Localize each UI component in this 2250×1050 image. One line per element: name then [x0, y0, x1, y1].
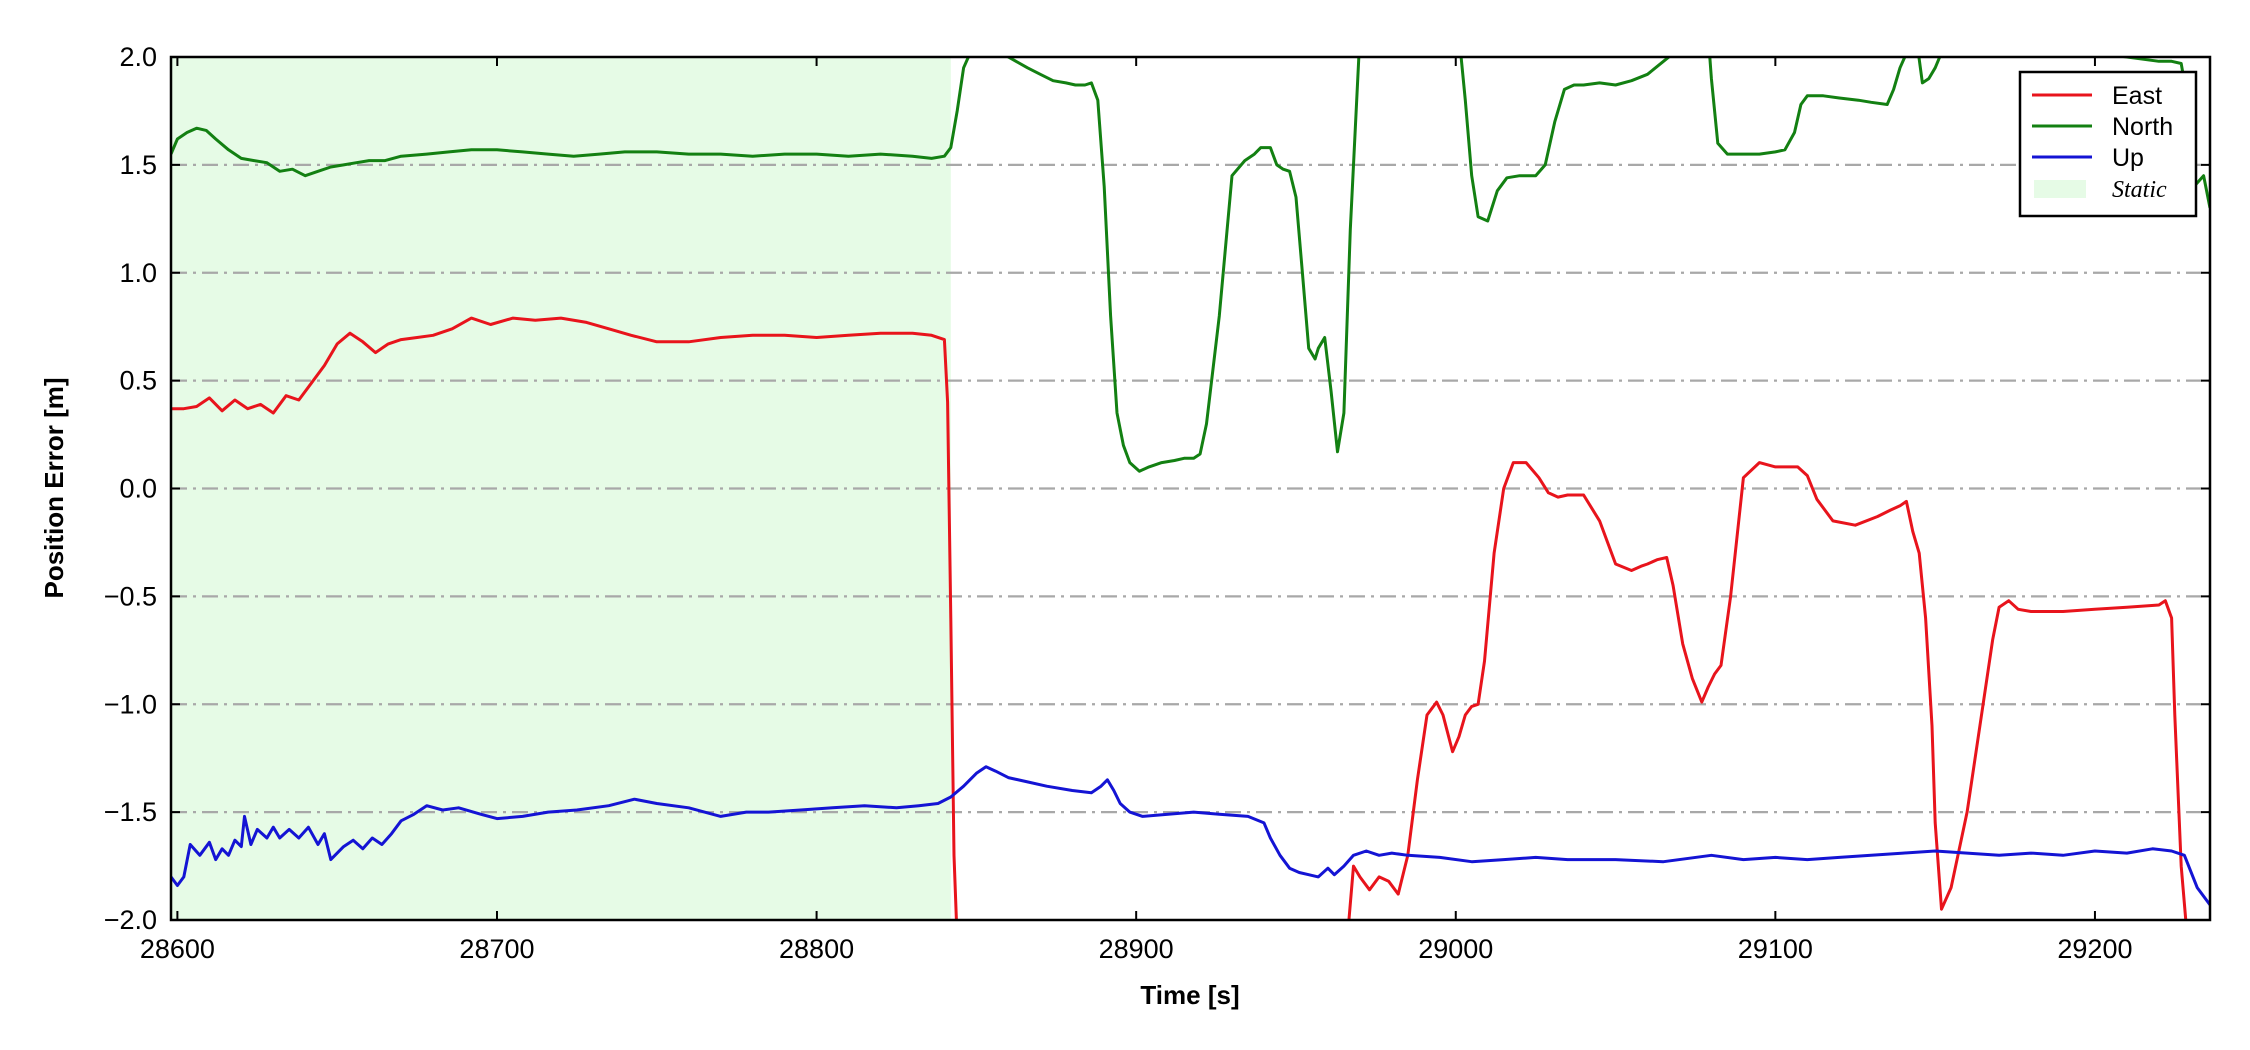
- legend: East North Up Static: [2018, 70, 2198, 218]
- x-tick-label: 28800: [779, 934, 854, 964]
- axis-ticks: 28600 28700 28800 28900 29000 29100 29200 −2.0 −…: [104, 42, 2210, 964]
- legend-up-label: Up: [2112, 144, 2144, 172]
- series-line-north: [171, 57, 2210, 473]
- x-tick-label: 29000: [1418, 934, 1493, 964]
- y-axis-title: Position Error [m]: [39, 377, 69, 598]
- x-tick-label: 28600: [140, 934, 215, 964]
- series-line-up: [171, 765, 2210, 906]
- legend-north-label: North: [2112, 113, 2173, 141]
- y-tick-label: 0.0: [119, 474, 157, 504]
- x-tick-label: 28700: [459, 934, 534, 964]
- y-tick-label: −1.0: [104, 689, 157, 719]
- series-layer: [171, 57, 2210, 920]
- y-tick-label: 1.5: [119, 150, 157, 180]
- legend-static-label: Static: [2112, 177, 2167, 203]
- legend-east-label: East: [2112, 82, 2162, 110]
- legend-static-swatch: [2034, 180, 2086, 198]
- y-tick-label: 1.0: [119, 258, 157, 288]
- x-tick-label: 29100: [1738, 934, 1813, 964]
- y-tick-label: −0.5: [104, 581, 157, 611]
- x-tick-label: 28900: [1099, 934, 1174, 964]
- y-tick-label: 0.5: [119, 366, 157, 396]
- x-tick-label: 29200: [2057, 934, 2132, 964]
- x-axis-title: Time [s]: [1140, 980, 1239, 1010]
- y-tick-label: −2.0: [104, 905, 157, 935]
- series-line-east: [171, 316, 2188, 920]
- y-tick-label: −1.5: [104, 797, 157, 827]
- y-tick-label: 2.0: [119, 42, 157, 72]
